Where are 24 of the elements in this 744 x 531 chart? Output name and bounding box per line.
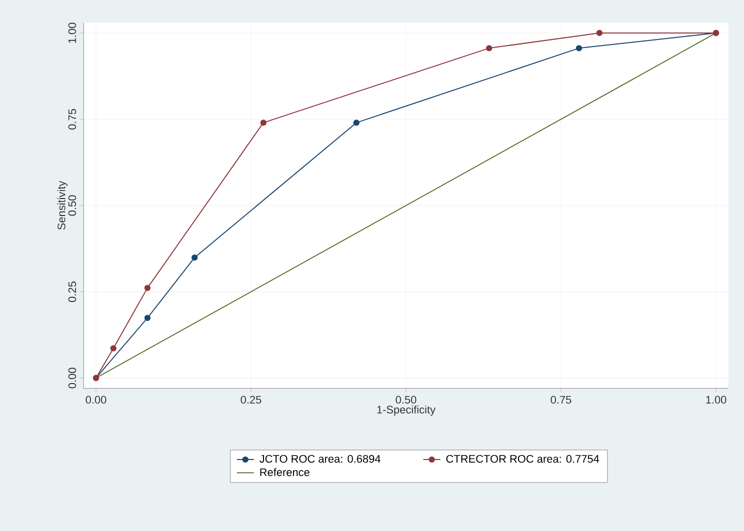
point: [260, 120, 266, 126]
x-axis-title: 1-Specificity: [377, 405, 436, 416]
y-tick-label: 0.75: [68, 109, 76, 130]
x-tick-label: 0.25: [240, 396, 262, 404]
y-tick-label: 0.50: [68, 195, 76, 216]
legend-label: CTRECTOR ROC area: 0.7754: [446, 454, 600, 463]
point: [576, 45, 582, 52]
point: [486, 45, 492, 52]
legend-label: JCTO ROC area: 0.6894: [260, 454, 380, 463]
x-tick-label: 1.00: [706, 396, 726, 404]
point: [353, 120, 360, 126]
y-axis-title: Sensitivity: [57, 180, 68, 230]
point: [110, 345, 116, 352]
y-tick-label: 0.00: [68, 368, 76, 388]
point: [596, 30, 603, 36]
point: [144, 314, 151, 322]
x-tick-label: 0.50: [396, 396, 416, 404]
legend-label: Reference: [260, 468, 310, 476]
y-tick-label: 0.25: [68, 282, 76, 302]
x-tick-label: 0.00: [86, 396, 106, 404]
x-tick-label: 0.75: [550, 396, 572, 404]
y-tick-label: 1.00: [68, 22, 76, 43]
point: [192, 254, 198, 261]
point: [144, 284, 151, 292]
